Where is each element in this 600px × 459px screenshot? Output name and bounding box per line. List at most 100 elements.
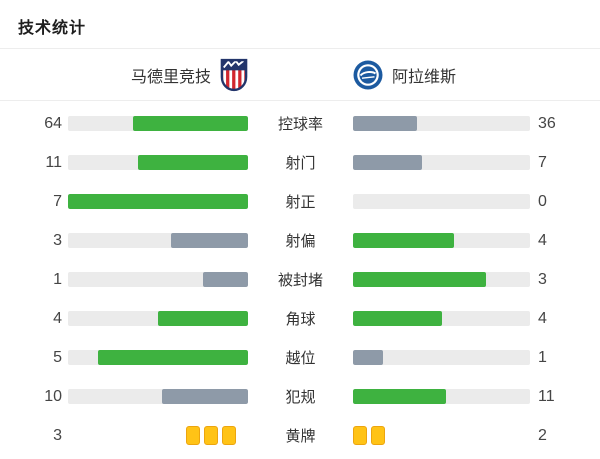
home-bar-track: [68, 389, 248, 404]
atletico-madrid-crest-icon: [220, 58, 248, 92]
away-bar: [353, 194, 530, 209]
yellow-card-icon: [186, 426, 200, 445]
alaves-crest-icon: [353, 60, 383, 90]
away-bar-fill: [353, 311, 442, 326]
home-bar-fill: [138, 155, 248, 170]
away-bar-track: [353, 233, 530, 248]
stat-row: 3 黄牌 2: [0, 416, 600, 455]
away-value: 7: [538, 153, 547, 171]
away-bar: [353, 389, 530, 404]
home-bar-fill: [162, 389, 248, 404]
away-bar: [353, 311, 530, 326]
stat-row: 1 被封堵 3: [0, 260, 600, 299]
home-bar-track: [68, 155, 248, 170]
away-value: 3: [538, 270, 547, 288]
away-bar-fill: [353, 272, 486, 287]
home-value: 10: [44, 387, 62, 405]
home-bar-fill: [68, 194, 248, 209]
away-bar-fill: [353, 389, 446, 404]
away-yellow-cards: [353, 426, 530, 445]
away-value: 11: [538, 387, 555, 405]
stat-row: 7 射正 0: [0, 182, 600, 221]
home-bar: [68, 389, 248, 404]
stat-label: 控球率: [277, 116, 323, 133]
away-bar-fill: [353, 155, 422, 170]
home-team[interactable]: 马德里竞技: [0, 58, 248, 92]
home-value: 64: [44, 114, 62, 132]
away-bar: [353, 272, 530, 287]
home-bar: [68, 350, 248, 365]
away-bar-track: [353, 311, 530, 326]
stat-row: 64 控球率 36: [0, 104, 600, 143]
away-bar: [353, 426, 530, 445]
home-bar-fill: [98, 350, 248, 365]
away-bar-track: [353, 272, 530, 287]
stat-row: 4 角球 4: [0, 299, 600, 338]
page-title: 技术统计: [0, 0, 600, 49]
yellow-card-icon: [353, 426, 367, 445]
stat-label: 黄牌: [285, 428, 316, 445]
away-value: 1: [538, 348, 547, 366]
home-team-name: 马德里竞技: [130, 68, 211, 86]
home-bar-track: [68, 272, 248, 287]
stats-rows: 64 控球率 36 11 射门 7: [0, 101, 600, 455]
yellow-card-icon: [371, 426, 385, 445]
home-bar: [68, 155, 248, 170]
team-header: 马德里竞技: [0, 49, 600, 101]
away-value: 0: [538, 192, 547, 210]
home-bar: [68, 426, 248, 445]
home-bar: [68, 233, 248, 248]
stat-label: 被封堵: [277, 272, 323, 289]
away-value: 4: [538, 231, 547, 249]
stat-label: 射正: [285, 194, 316, 211]
home-value: 3: [53, 426, 62, 444]
home-bar-track: [68, 194, 248, 209]
home-bar: [68, 116, 248, 131]
home-bar: [68, 194, 248, 209]
away-value: 36: [538, 114, 556, 132]
home-bar-fill: [203, 272, 248, 287]
home-bar-track: [68, 116, 248, 131]
away-bar-track: [353, 389, 530, 404]
home-bar-track: [68, 311, 248, 326]
home-value: 7: [53, 192, 62, 210]
stat-row: 3 射偏 4: [0, 221, 600, 260]
away-value: 4: [538, 309, 547, 327]
away-bar-fill: [353, 350, 383, 365]
away-bar-track: [353, 116, 530, 131]
home-value: 1: [53, 270, 62, 288]
away-team[interactable]: 阿拉维斯: [353, 60, 600, 90]
away-bar-track: [353, 155, 530, 170]
yellow-card-icon: [222, 426, 236, 445]
stat-row: 11 射门 7: [0, 143, 600, 182]
home-bar-track: [68, 350, 248, 365]
home-bar-fill: [170, 233, 248, 248]
away-value: 2: [538, 426, 547, 444]
stat-label: 角球: [285, 311, 316, 328]
stat-row: 10 犯规 11: [0, 377, 600, 416]
away-bar: [353, 116, 530, 131]
home-bar-track: [68, 233, 248, 248]
yellow-card-icon: [204, 426, 218, 445]
away-team-name: 阿拉维斯: [392, 68, 457, 86]
home-bar-fill: [158, 311, 248, 326]
stat-label: 犯规: [285, 389, 316, 406]
away-bar-track: [353, 194, 530, 209]
away-bar: [353, 350, 530, 365]
away-bar: [353, 233, 530, 248]
home-yellow-cards: [68, 426, 248, 445]
away-bar-track: [353, 350, 530, 365]
home-bar-fill: [132, 116, 248, 131]
away-bar-fill: [353, 233, 455, 248]
stat-label: 射偏: [285, 233, 316, 250]
home-bar: [68, 272, 248, 287]
stat-row: 5 越位 1: [0, 338, 600, 377]
home-value: 3: [53, 231, 62, 249]
home-bar: [68, 311, 248, 326]
away-bar: [353, 155, 530, 170]
home-value: 11: [45, 153, 62, 171]
away-bar-fill: [353, 116, 417, 131]
stat-label: 射门: [285, 155, 316, 172]
home-value: 5: [53, 348, 62, 366]
